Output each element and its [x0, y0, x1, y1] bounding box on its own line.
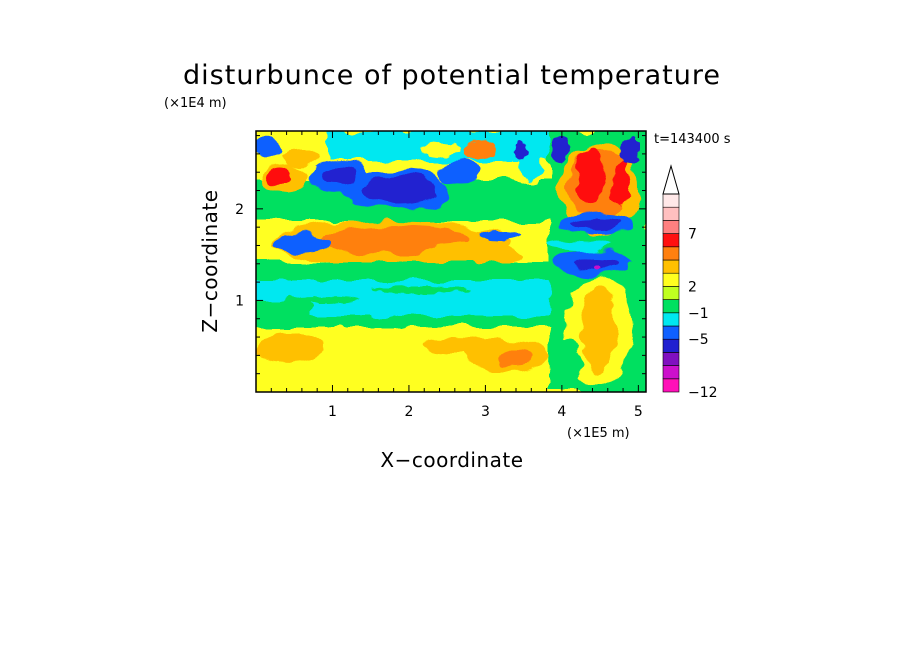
- axis-ticks: [256, 131, 646, 392]
- colorbar-swatch: [662, 338, 680, 353]
- colorbar-label: −1: [688, 306, 709, 322]
- x-tick-label: 1: [328, 404, 337, 420]
- y-tick-label: 1: [235, 293, 244, 309]
- y-tick-label: 2: [235, 202, 244, 218]
- colorbar-label: −12: [688, 385, 718, 401]
- colorbar-swatch: [662, 206, 680, 221]
- contour-layers: [256, 131, 646, 392]
- x-tick-label: 2: [404, 404, 413, 420]
- colorbar-swatch: [662, 220, 680, 234]
- x-axis-label: X−coordinate: [380, 448, 523, 472]
- fine-structure: [280, 136, 640, 304]
- colorbar-extend-arrow: [662, 164, 680, 195]
- heatmap-field: [256, 131, 646, 392]
- colorbar-swatch: [662, 193, 680, 208]
- colorbar-swatch: [662, 378, 680, 393]
- colorbar-swatch: [662, 325, 680, 340]
- colorbar-swatch: [662, 352, 680, 366]
- colorbar-swatch: [662, 259, 680, 274]
- colorbar-swatch: [662, 365, 680, 380]
- chart-title: disturbunce of potential temperature: [183, 60, 721, 91]
- colorbar-label: 7: [688, 227, 697, 243]
- x-tick-label: 5: [634, 404, 643, 420]
- x-axis-multiplier: (×1E5 m): [567, 426, 630, 441]
- colorbar-swatch: [662, 272, 680, 287]
- colorbar-label: 2: [688, 279, 697, 295]
- x-tick-label: 3: [481, 404, 490, 420]
- y-axis-label: Z−coordinate: [198, 189, 222, 332]
- colorbar-swatch: [662, 233, 680, 248]
- colorbar-swatch: [662, 299, 680, 314]
- y-axis-multiplier: (×1E4 m): [164, 96, 227, 111]
- axis-tick-labels: 1 2 3 4 5 1 2: [235, 202, 643, 420]
- x-tick-label: 4: [557, 404, 566, 420]
- colorbar-swatch: [662, 246, 680, 261]
- colorbar-swatch: [662, 312, 680, 327]
- colorbar: −12−5−127: [662, 164, 718, 401]
- colorbar-swatch: [662, 286, 680, 300]
- time-label: t=143400 s: [654, 132, 731, 147]
- colorbar-label: −5: [688, 332, 709, 348]
- plot-frame: [255, 130, 647, 393]
